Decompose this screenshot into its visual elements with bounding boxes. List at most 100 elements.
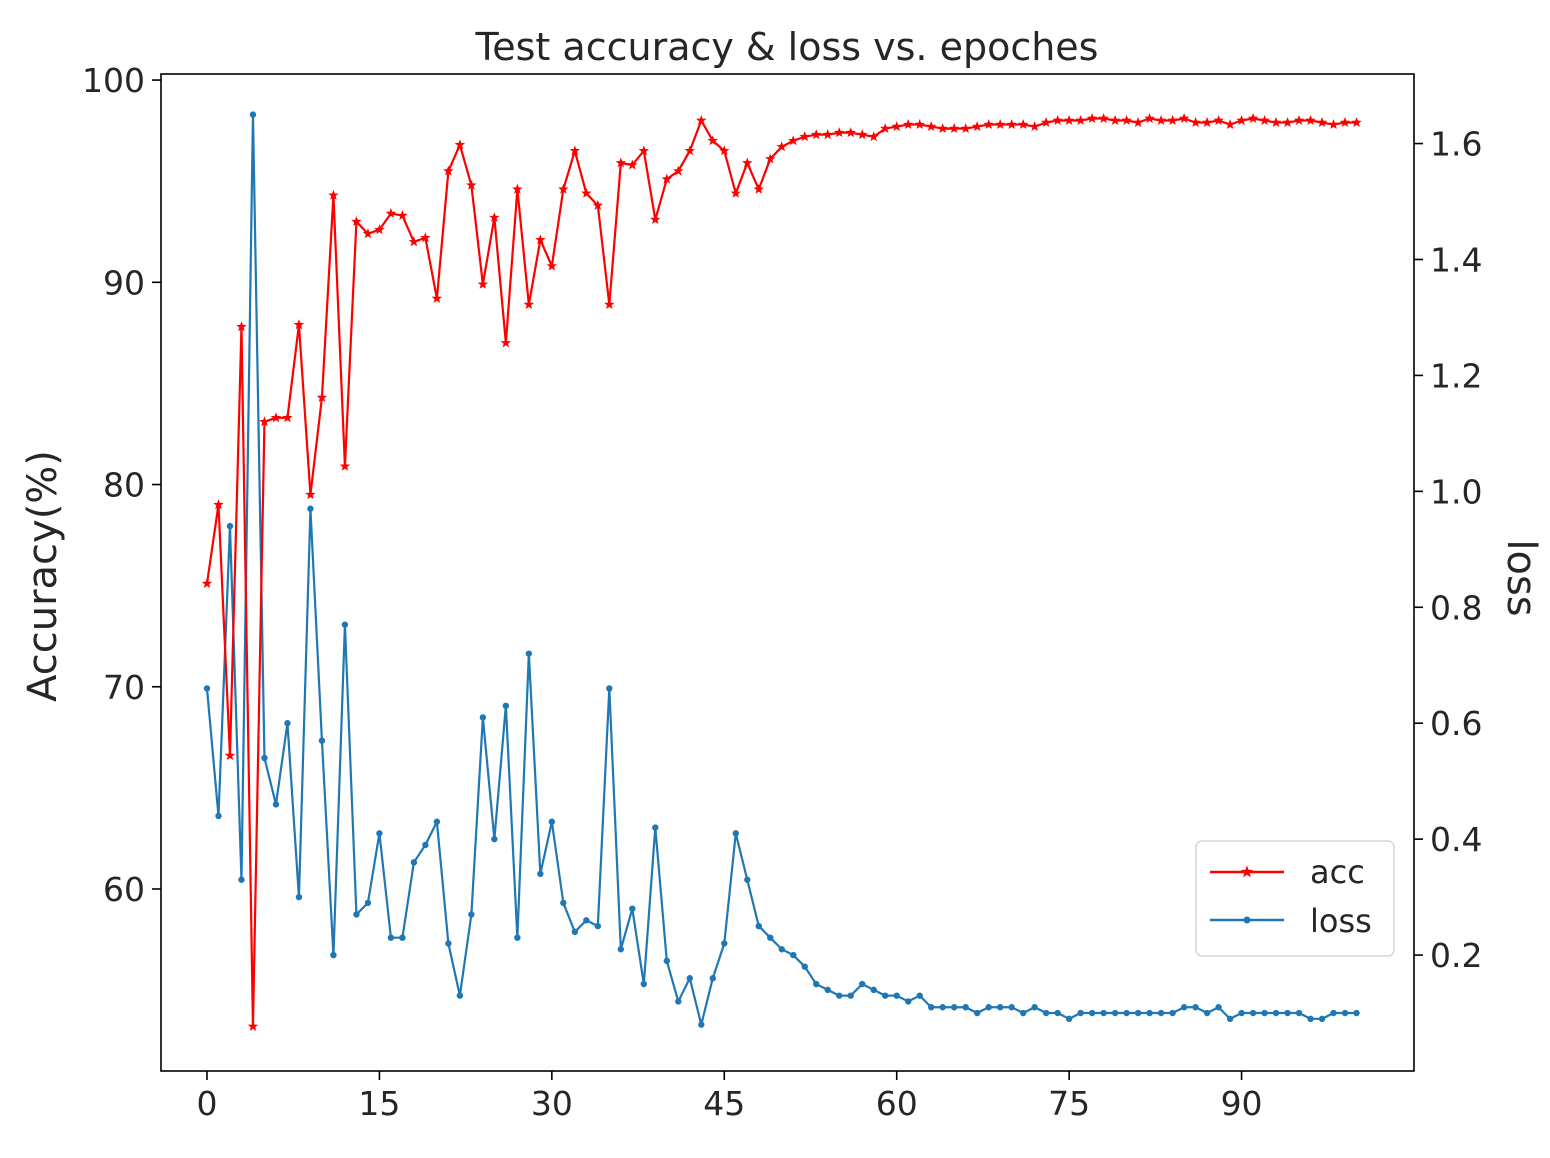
loss-point	[445, 940, 452, 947]
loss-point	[295, 893, 303, 901]
loss-point	[686, 975, 693, 982]
acc-point	[719, 145, 730, 156]
x-tick-label: 90	[1221, 1084, 1263, 1123]
acc-point	[408, 236, 420, 247]
series-acc	[201, 112, 1362, 1031]
acc-point	[650, 214, 661, 225]
acc-point	[891, 121, 902, 132]
loss-point	[261, 754, 268, 762]
acc-point	[247, 1021, 259, 1031]
acc-point	[856, 129, 868, 140]
loss-point	[399, 934, 406, 941]
loss-point	[410, 859, 418, 866]
y-right-tick-label: 0.2	[1430, 936, 1482, 975]
acc-point	[201, 578, 213, 589]
loss-point	[882, 992, 889, 999]
legend-acc-marker	[1240, 865, 1254, 878]
acc-point	[799, 131, 810, 142]
acc-point	[385, 208, 397, 218]
acc-point	[466, 179, 477, 190]
acc-point	[811, 129, 822, 140]
loss-point	[617, 946, 625, 953]
acc-point	[1270, 117, 1282, 127]
y-right-tick-label: 0.6	[1430, 704, 1482, 743]
acc-point	[822, 129, 833, 140]
acc-point	[558, 183, 569, 194]
acc-point	[224, 750, 236, 760]
y-axis-right-label: loss	[1498, 539, 1544, 616]
loss-point	[1031, 1004, 1038, 1011]
loss-point	[1261, 1009, 1268, 1017]
loss-point	[767, 934, 774, 941]
y-right-tick-label: 0.8	[1430, 588, 1482, 627]
acc-point	[293, 319, 305, 330]
loss-point	[1295, 1009, 1303, 1017]
acc-point	[500, 337, 512, 348]
acc-point	[569, 145, 581, 156]
acc-point	[1063, 115, 1075, 125]
loss-point	[571, 928, 579, 936]
acc-point	[477, 278, 489, 289]
x-tick-label: 45	[703, 1084, 745, 1123]
loss-point	[1157, 1009, 1165, 1017]
loss-point	[939, 1004, 946, 1011]
loss-point	[962, 1004, 969, 1011]
acc-point	[1017, 119, 1029, 130]
loss-point	[1134, 1009, 1142, 1017]
legend-acc-label: acc	[1310, 853, 1365, 891]
loss-point	[744, 876, 751, 883]
loss-point	[1123, 1009, 1130, 1017]
loss-point	[249, 111, 257, 118]
acc-point	[1144, 112, 1155, 123]
acc-point	[960, 123, 971, 134]
loss-point	[422, 841, 429, 849]
loss-point	[433, 818, 441, 825]
loss-point	[755, 922, 762, 930]
legend-loss-label: loss	[1310, 902, 1372, 940]
loss-point	[537, 870, 544, 878]
loss-point	[318, 737, 326, 744]
acc-point	[282, 412, 293, 423]
loss-point	[1226, 1015, 1234, 1023]
y-right-tick-label: 1.2	[1430, 356, 1482, 395]
y-right-tick-label: 1.0	[1430, 472, 1482, 511]
loss-point	[790, 951, 797, 959]
loss-point	[1019, 1009, 1027, 1017]
acc-point	[902, 119, 914, 130]
acc-point	[1316, 117, 1328, 127]
acc-point	[1259, 115, 1270, 125]
loss-point	[1330, 1009, 1337, 1017]
loss-point	[916, 992, 923, 999]
x-tick-label: 0	[196, 1084, 217, 1123]
loss-point	[1272, 1009, 1280, 1017]
loss-point	[1215, 1004, 1222, 1011]
loss-point	[560, 899, 567, 907]
acc-point	[1190, 117, 1201, 127]
acc-point	[914, 119, 925, 130]
x-tick-label: 75	[1048, 1084, 1090, 1123]
y-left-tick-label: 90	[103, 263, 145, 302]
loss-point	[709, 975, 716, 982]
acc-point	[1052, 115, 1063, 125]
loss-point	[583, 917, 590, 924]
loss-point	[606, 685, 613, 692]
acc-point	[1213, 115, 1224, 125]
loss-point	[1077, 1009, 1084, 1017]
acc-point	[1305, 115, 1316, 125]
loss-point	[1249, 1009, 1257, 1017]
loss-point	[1042, 1009, 1050, 1017]
acc-point	[1006, 119, 1017, 130]
loss-point	[859, 980, 866, 988]
acc-point	[1247, 112, 1259, 123]
loss-point	[1318, 1015, 1326, 1023]
legend: acc loss	[1195, 840, 1395, 957]
acc-point	[339, 460, 351, 471]
acc-point	[512, 183, 523, 194]
loss-point	[640, 980, 648, 988]
acc-point	[1121, 115, 1132, 125]
y-right-tick-label: 1.4	[1430, 240, 1482, 279]
loss-point	[1146, 1009, 1153, 1017]
loss-point	[1088, 1009, 1096, 1017]
acc-point	[1086, 112, 1098, 123]
